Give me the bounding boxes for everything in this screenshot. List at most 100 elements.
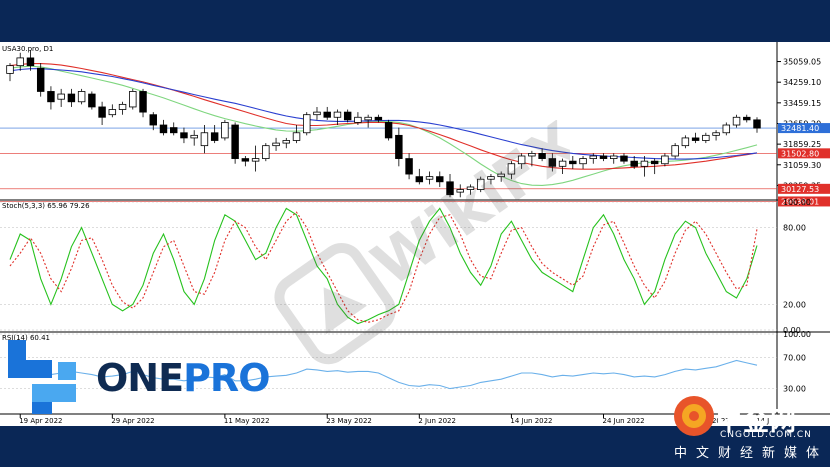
time-tick-label: 14 Jun 2022 [510, 417, 552, 425]
time-tick-label: 29 Apr 2022 [111, 417, 154, 425]
price-label-box [778, 148, 830, 159]
candle-body [661, 155, 669, 165]
candle-body [466, 186, 475, 190]
time-tick-label: 19 Apr 2022 [19, 417, 62, 425]
candle-body [159, 124, 168, 134]
candle-body [200, 132, 209, 147]
candle-body [57, 93, 65, 100]
candle-body [282, 140, 291, 144]
stoch-d-line [9, 211, 758, 323]
candle-body [640, 160, 649, 167]
candle-body [722, 124, 731, 134]
rsi-tick-label: 70.00 [783, 353, 806, 362]
candle-body [313, 111, 321, 116]
candle-body [753, 119, 761, 129]
candle-body [323, 111, 331, 118]
rsi-tick-label: 100.00 [783, 330, 811, 339]
price-tick-label: 31059.30 [783, 161, 821, 170]
candle-body [251, 158, 260, 162]
candle-body [497, 173, 505, 178]
candle-body [108, 109, 117, 116]
candle-body [425, 176, 434, 180]
price-label-text: 31502.80 [781, 149, 819, 158]
candle-body [487, 176, 495, 180]
candle-body [395, 134, 403, 159]
candle-body [354, 116, 362, 123]
candle-body [6, 65, 14, 74]
price-label-box [778, 123, 830, 134]
time-tick-label: 2 Jun 2022 [418, 417, 456, 425]
candle-body [118, 103, 127, 110]
candle-body [190, 134, 198, 139]
time-tick-label: 24 Jun 2022 [603, 417, 645, 425]
price-tick-label: 33459.15 [783, 99, 821, 108]
stoch-tick-label: 100.00 [783, 198, 811, 207]
rsi-line [9, 359, 758, 390]
cngold-logo-icon [674, 396, 714, 436]
candle-body [364, 116, 372, 121]
candle-body [610, 155, 618, 159]
candle-body [16, 57, 24, 67]
candle-body [98, 106, 106, 118]
stoch-tick-label: 20.00 [783, 300, 806, 309]
rsi-label: RSI(14) 60.41 [2, 334, 50, 342]
price-tick-label: 34259.10 [783, 78, 821, 87]
candle-body [88, 93, 96, 108]
candle-body [292, 132, 301, 141]
candle-body [599, 155, 608, 159]
candle-body [36, 67, 45, 92]
candle-body [67, 93, 76, 103]
candle-body [528, 153, 536, 157]
onepro-logo: ONEPRO [4, 338, 271, 418]
time-tick-label: 11 May 2022 [224, 417, 270, 425]
candle-body [579, 158, 587, 165]
price-label-box [778, 196, 830, 207]
stoch-label: Stoch(5,3,3) 65.96 79.26 [2, 202, 90, 210]
candle-body [180, 132, 188, 139]
candle-body [231, 124, 239, 159]
price-tick-label: 35059.05 [783, 58, 821, 67]
rsi-tick-label: 30.00 [783, 385, 806, 394]
candle-body [681, 137, 690, 147]
stoch-tick-label: 80.00 [783, 224, 806, 233]
candle-body [129, 91, 137, 108]
candle-body [456, 189, 464, 193]
ma-slow-line [9, 68, 758, 160]
candle-body [589, 155, 597, 159]
candle-body [149, 114, 157, 126]
candle-body [558, 160, 567, 167]
candle-body [702, 134, 710, 141]
candle-body [210, 132, 219, 141]
candle-body [517, 155, 526, 165]
stoch-k-line [9, 207, 758, 325]
price-label-text: 29639.01 [781, 197, 819, 206]
price-label-box [778, 183, 830, 194]
candle-body [650, 160, 659, 165]
time-tick-label: 14 J [756, 417, 769, 425]
candle-body [77, 91, 86, 103]
candle-body [507, 163, 516, 175]
candle-body [436, 176, 444, 183]
plot-background [0, 42, 830, 426]
price-tick-label: 31859.25 [783, 140, 821, 149]
candle-body [170, 127, 178, 134]
symbol-label: USA30.pro, D1 [2, 45, 53, 53]
candle-body [405, 158, 413, 175]
cngold-url: CNGOLD.COM.CN [720, 430, 812, 440]
candle-body [139, 91, 147, 113]
cngold-subtitle: 中文财经新媒体 [674, 446, 829, 461]
candle-body [415, 176, 424, 183]
stoch-tick-label: 0.00 [783, 326, 801, 335]
candle-body [620, 155, 628, 162]
candle-body [374, 116, 383, 121]
candle-body [241, 158, 250, 162]
candle-body [712, 132, 720, 136]
price-label-text: 30127.53 [781, 185, 819, 194]
candle-body [743, 116, 751, 121]
candle-body [446, 181, 454, 196]
candle-body [538, 153, 546, 159]
candle-body [630, 160, 638, 167]
chart-frame: 35059.0534259.1033459.1532659.2031859.25… [0, 42, 830, 426]
candle-body [476, 178, 485, 190]
onepro-logo-icon [8, 340, 76, 414]
